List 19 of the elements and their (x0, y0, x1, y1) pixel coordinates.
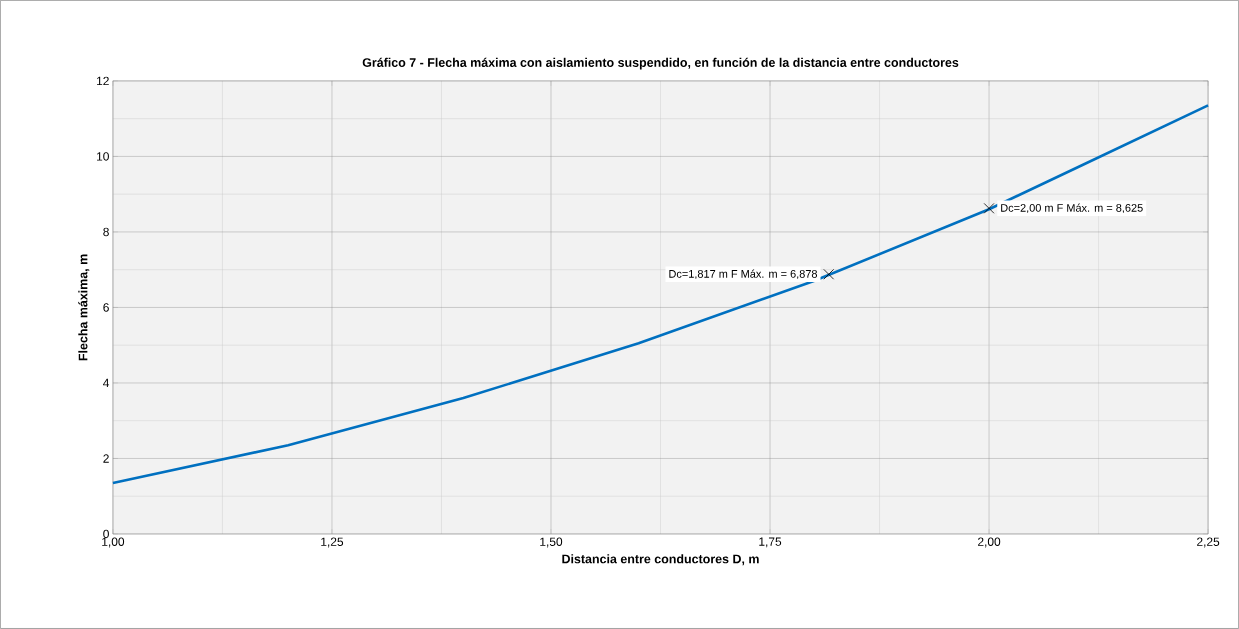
x-tick-label: 1,25 (321, 537, 344, 548)
y-tick-label: 2 (103, 454, 109, 463)
x-tick-label: 2,25 (1197, 537, 1220, 548)
chart-title: Gráfico 7 - Flecha máxima con aislamiento suspendido, en función de la distancia entre conductores (362, 57, 959, 70)
y-tick-label: 12 (97, 76, 109, 86)
x-tick-label: 1,75 (759, 537, 782, 548)
x-tick-label: 2,00 (978, 537, 1001, 548)
line-series (111, 104, 1210, 485)
x-tick-label: 1,00 (102, 537, 125, 548)
annotation: Dc=1,817 m F Máx. m = 6,878 (669, 269, 818, 280)
y-axis-title: Flecha máxima, m (78, 254, 90, 361)
annotation: Dc=2,00 m F Máx. m = 8,625 (1001, 203, 1143, 214)
y-tick-label: 6 (103, 303, 109, 312)
y-tick-label: 8 (103, 227, 109, 237)
x-axis-title: Distancia entre conductores D, m (562, 554, 759, 566)
y-tick-label: 10 (97, 152, 109, 161)
x-tick-label: 1,50 (540, 537, 563, 548)
y-tick-label: 4 (103, 378, 110, 388)
y-tick-label: 0 (103, 529, 109, 539)
